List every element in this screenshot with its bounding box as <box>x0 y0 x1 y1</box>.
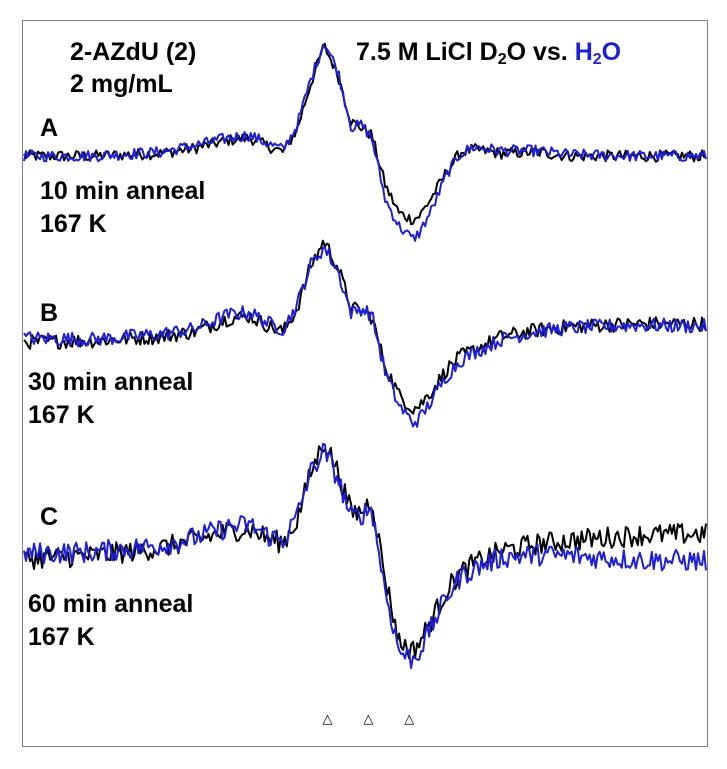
panel-c-h2o-trace <box>23 443 707 669</box>
spectra-traces <box>23 42 707 669</box>
compound-label: 2-AZdU (2) <box>70 38 197 66</box>
concentration-label: 2 mg/mL <box>70 70 173 98</box>
field-markers: △ △ △ <box>323 712 415 727</box>
panel-b-temperature: 167 K <box>28 401 95 429</box>
field-marker-2: △ <box>363 712 373 727</box>
h2o-sub: 2 <box>592 51 602 68</box>
panel-b-h2o-trace <box>23 246 707 428</box>
panel-c-temperature: 167 K <box>28 623 95 651</box>
solvent-title: 7.5 M LiCl D2O vs. H2O <box>356 38 622 68</box>
panel-a-h2o-trace <box>23 45 707 242</box>
solvent-d2o-prefix: 7.5 M LiCl D <box>356 38 498 66</box>
panel-c-label: C <box>40 503 59 531</box>
panel-b-time: 30 min anneal <box>28 368 194 396</box>
h2o-suffix: O <box>601 38 622 66</box>
field-marker-1: △ <box>323 712 333 727</box>
solvent-d2o-sub: 2 <box>497 51 507 68</box>
plot-frame <box>22 20 708 747</box>
panel-a-temperature: 167 K <box>40 210 107 238</box>
h2o-prefix: H <box>574 38 593 66</box>
panel-a-time: 10 min anneal <box>40 177 206 205</box>
panel-b-label: B <box>40 299 59 327</box>
solvent-d2o-suffix: O vs. <box>506 38 575 66</box>
field-marker-3: △ <box>404 712 414 727</box>
solvent-h2o-label: H2O <box>574 38 622 68</box>
panel-c-time: 60 min anneal <box>28 590 194 618</box>
panel-a-label: A <box>40 114 59 142</box>
